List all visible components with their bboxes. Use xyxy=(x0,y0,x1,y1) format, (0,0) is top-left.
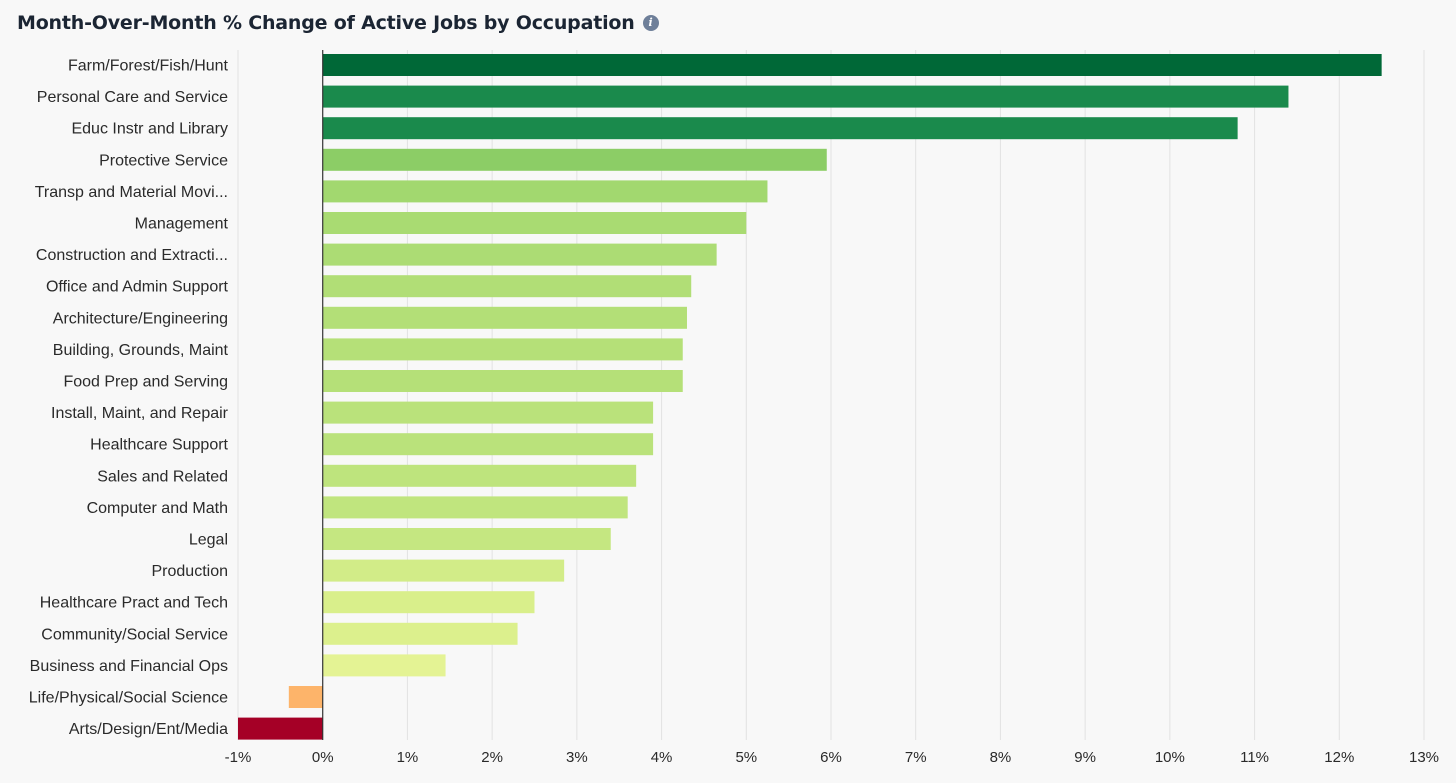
x-tick-label: 10% xyxy=(1155,749,1185,766)
bar[interactable] xyxy=(322,85,1289,108)
category-label: Transp and Material Movi... xyxy=(35,184,228,201)
bar[interactable] xyxy=(322,496,628,519)
x-tick-label: -1% xyxy=(225,749,252,766)
category-label: Production xyxy=(152,563,229,580)
x-tick-label: 13% xyxy=(1409,749,1439,766)
x-tick-label: 0% xyxy=(312,749,334,766)
chart-title: Month-Over-Month % Change of Active Jobs… xyxy=(17,12,635,34)
x-tick-label: 11% xyxy=(1240,749,1269,766)
x-tick-label: 9% xyxy=(1074,749,1096,766)
category-label: Life/Physical/Social Science xyxy=(29,690,228,707)
category-label: Personal Care and Service xyxy=(37,89,228,106)
category-label: Legal xyxy=(189,532,228,549)
bar[interactable] xyxy=(322,654,446,677)
category-label: Business and Financial Ops xyxy=(30,658,228,675)
x-tick-label: 8% xyxy=(990,749,1012,766)
bar[interactable] xyxy=(322,243,717,266)
category-label: Educ Instr and Library xyxy=(71,121,228,138)
category-label: Building, Grounds, Maint xyxy=(53,342,229,359)
bar[interactable] xyxy=(322,275,692,298)
category-label: Farm/Forest/Fish/Hunt xyxy=(68,58,229,75)
chart-header: Month-Over-Month % Change of Active Jobs… xyxy=(17,12,659,34)
bar[interactable] xyxy=(322,622,518,645)
info-icon[interactable]: i xyxy=(642,15,659,31)
bar[interactable] xyxy=(238,717,323,740)
bar[interactable] xyxy=(322,559,565,582)
x-tick-label: 5% xyxy=(735,749,757,766)
category-label: Install, Maint, and Repair xyxy=(51,405,229,422)
bar[interactable] xyxy=(322,148,827,171)
bar[interactable] xyxy=(322,370,683,392)
bar[interactable] xyxy=(322,401,654,424)
bar[interactable] xyxy=(322,591,535,614)
category-label: Sales and Related xyxy=(97,468,228,485)
bar[interactable] xyxy=(288,686,323,708)
bar[interactable] xyxy=(322,180,768,203)
category-label: Community/Social Service xyxy=(41,626,228,643)
category-label: Healthcare Pract and Tech xyxy=(40,595,228,612)
x-tick-label: 1% xyxy=(397,749,419,766)
bar[interactable] xyxy=(322,464,637,487)
category-label: Computer and Math xyxy=(87,500,228,517)
bar[interactable] xyxy=(322,54,1382,76)
x-tick-label: 4% xyxy=(651,749,673,766)
bar[interactable] xyxy=(322,117,1238,140)
x-tick-label: 3% xyxy=(566,749,588,766)
bar[interactable] xyxy=(322,212,747,234)
category-label: Arts/Design/Ent/Media xyxy=(69,721,228,738)
category-label: Architecture/Engineering xyxy=(53,310,228,327)
category-label: Food Prep and Serving xyxy=(63,374,228,391)
x-tick-label: 2% xyxy=(481,749,503,766)
bar[interactable] xyxy=(322,433,654,456)
bar[interactable] xyxy=(322,306,687,329)
category-label: Office and Admin Support xyxy=(46,279,229,296)
x-tick-label: 6% xyxy=(820,749,842,766)
category-label: Healthcare Support xyxy=(90,437,228,454)
x-tick-label: 12% xyxy=(1324,749,1354,766)
bar[interactable] xyxy=(322,528,611,550)
category-label: Construction and Extracti... xyxy=(36,247,228,264)
category-label: Management xyxy=(135,216,229,233)
x-tick-label: 7% xyxy=(905,749,927,766)
bar[interactable] xyxy=(322,338,683,361)
category-label: Protective Service xyxy=(99,152,228,169)
